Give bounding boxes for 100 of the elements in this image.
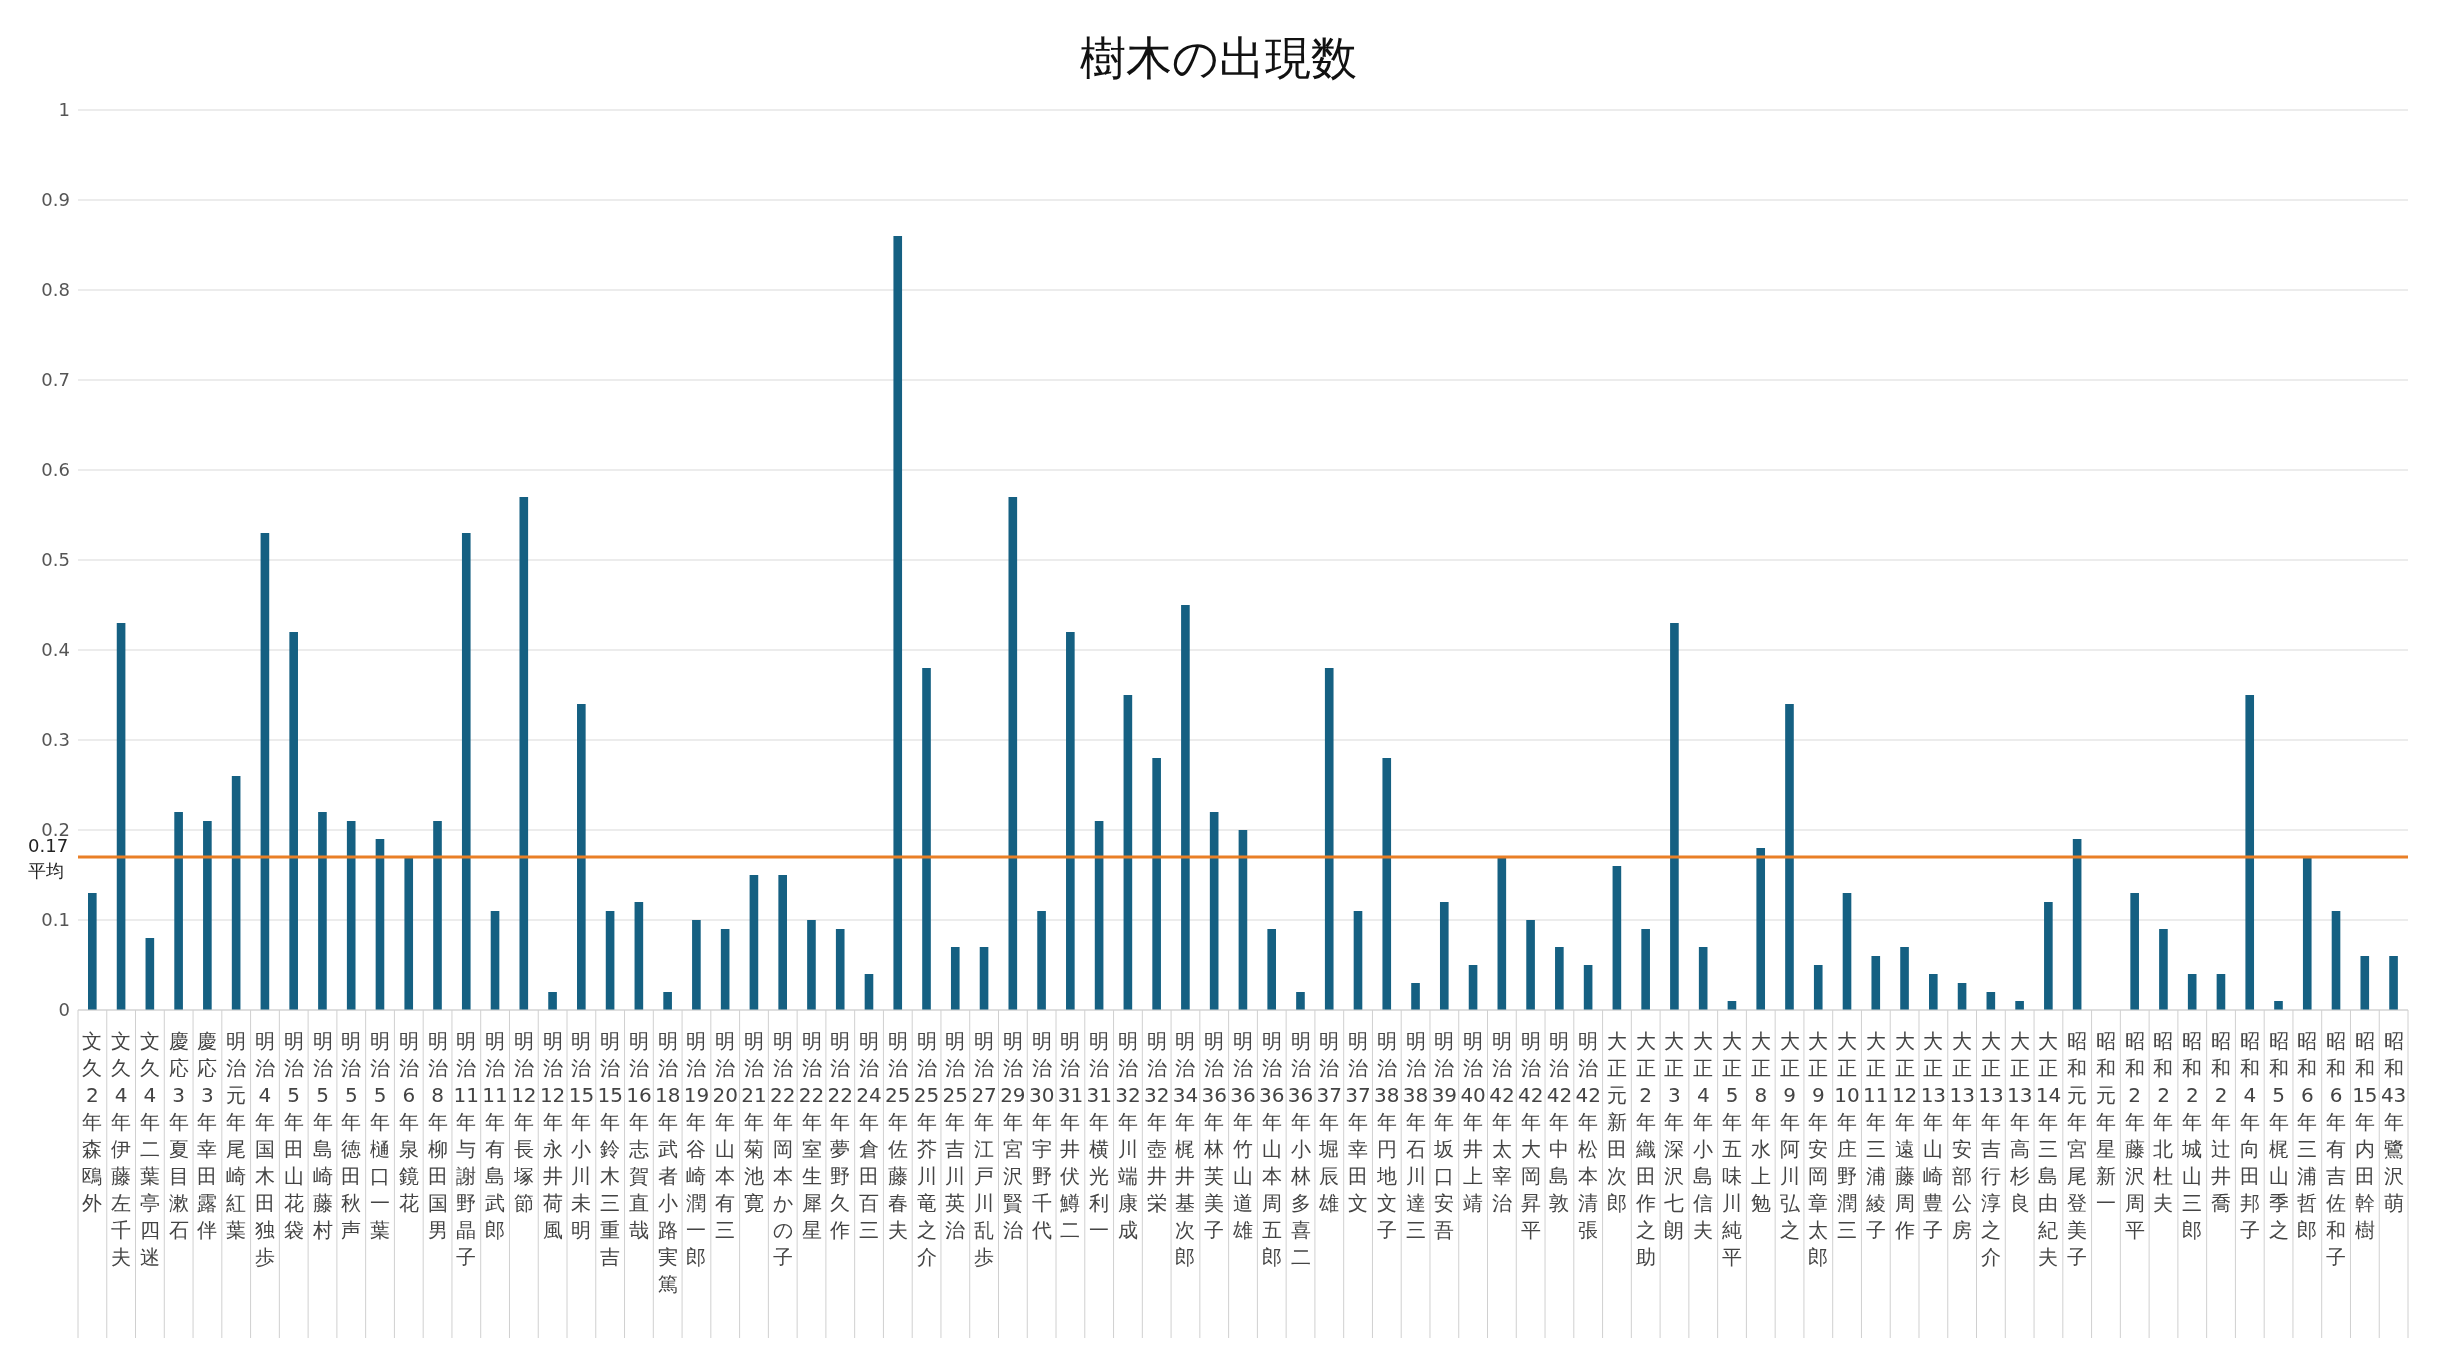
bar (1411, 983, 1420, 1010)
category-label: 大正5年五味川純平 (1722, 1029, 1743, 1269)
bar (404, 857, 414, 1010)
x-tick-label: 明治6年泉鏡花 (398, 1029, 419, 1215)
bar (1641, 929, 1650, 1010)
bar (519, 497, 529, 1010)
bar (605, 911, 615, 1010)
x-tick-label: 明治31年井伏鱒二 (1057, 1029, 1084, 1242)
bar (1698, 947, 1708, 1010)
bar (174, 812, 183, 1010)
x-tick-label: 昭和15年内田幹樹 (2352, 1029, 2378, 1242)
x-tick-label: 明治38年石川達三 (1402, 1029, 1429, 1242)
bar (749, 875, 759, 1010)
bar (548, 992, 557, 1010)
bar (289, 632, 298, 1010)
x-tick-label: 明治31年横光利一 (1086, 1029, 1112, 1242)
x-tick-label: 明治5年樋口一葉 (370, 1029, 391, 1242)
x-tick-label: 明治12年永井荷風 (539, 1029, 566, 1242)
x-tick-label: 大正9年阿川弘之 (1779, 1029, 1801, 1242)
x-tick-label: 明治32年壺井栄 (1143, 1029, 1170, 1215)
bar (1123, 695, 1133, 1010)
x-tick-label: 大正13年安部公房 (1949, 1029, 1975, 1242)
bar (2274, 1001, 2283, 1010)
bar (835, 929, 845, 1010)
category-label: 明治27年江戸川乱歩 (971, 1029, 997, 1269)
category-label: 大正13年吉行淳之介 (1978, 1029, 2004, 1269)
bar (979, 947, 989, 1010)
x-tick-label: 明治25年吉川英治 (942, 1029, 969, 1242)
x-tick-label: 明治20年山本有三 (712, 1029, 738, 1242)
x-tick-label: 明治元年尾崎紅葉 (226, 1029, 247, 1242)
bar (1497, 857, 1507, 1010)
x-tick-label: 明治15年小川未明 (568, 1029, 595, 1242)
bar (1900, 947, 1909, 1010)
bar (433, 821, 442, 1010)
bar (1928, 974, 1938, 1010)
x-tick-label: 明治22年夢野久作 (827, 1029, 854, 1242)
x-tick-label: 明治24年倉田百三 (856, 1029, 882, 1242)
x-tick-label: 明治36年竹山道雄 (1230, 1029, 1256, 1242)
x-tick-label: 明治21年菊池寛 (741, 1029, 767, 1215)
category-label: 明治36年山本周五郎 (1259, 1029, 1285, 1269)
bar (145, 938, 155, 1010)
x-tick-label: 昭和2年城山三郎 (2181, 1029, 2203, 1242)
bar (1238, 830, 1248, 1010)
bar (1468, 965, 1478, 1010)
x-tick-label: 明治11年有島武郎 (482, 1029, 508, 1242)
y-tick-label: 0 (58, 999, 70, 1021)
x-tick-label: 文久2年森鴎外 (82, 1029, 103, 1215)
bar (778, 875, 787, 1010)
x-tick-label: 大正元新田次郎 (1606, 1029, 1627, 1215)
bar (2159, 929, 2168, 1010)
bar (1555, 947, 1564, 1010)
bar (1066, 632, 1075, 1010)
bar (461, 533, 471, 1010)
bar (864, 974, 874, 1010)
bar (116, 623, 126, 1010)
x-tick-label: 明治32年川端康成 (1115, 1029, 1141, 1242)
bar (88, 893, 97, 1010)
y-tick-label: 0.8 (41, 279, 70, 301)
x-tick-label: 大正4年小島信夫 (1693, 1029, 1714, 1242)
x-tick-label: 明治5年徳田秋声 (341, 1029, 362, 1242)
chart-title: 樹木の出現数 (1078, 30, 1358, 87)
bar (260, 533, 270, 1010)
bar (2044, 902, 2053, 1010)
bar (231, 776, 241, 1010)
bar (1612, 866, 1622, 1010)
category-label: 明治18年武者小路実篤 (654, 1029, 681, 1296)
bar (2015, 1001, 2024, 1010)
x-tick-label: 明治12年長塚節 (511, 1029, 537, 1215)
bar (577, 704, 586, 1010)
bar (2130, 893, 2139, 1010)
category-label: 明治11年与謝野晶子 (453, 1029, 480, 1269)
category-label: 明治19年谷崎潤一郎 (683, 1029, 710, 1269)
bar (2302, 857, 2312, 1010)
x-tick-label: 昭和43年鷺沢萌 (2380, 1029, 2407, 1215)
x-tick-label: 明治40年井上靖 (1460, 1029, 1486, 1215)
x-tick-label: 明治42年大岡昇平 (1517, 1029, 1544, 1242)
bar (1209, 812, 1219, 1010)
y-tick-label: 0.3 (41, 729, 70, 751)
y-tick-label: 0.1 (41, 909, 70, 931)
x-tick-label: 昭和元年星新一 (2095, 1029, 2116, 1215)
y-tick-label: 0.9 (41, 189, 70, 211)
bar (634, 902, 644, 1010)
bar (490, 911, 500, 1010)
bar (2389, 956, 2398, 1010)
x-tick-label: 明治16年志賀直哉 (626, 1029, 652, 1242)
bar (1296, 992, 1305, 1010)
bar (807, 920, 816, 1010)
x-tick-label: 昭和2年辻井喬 (2211, 1029, 2232, 1215)
x-tick-label: 明治37年幸田文 (1345, 1029, 1371, 1215)
y-tick-label: 1 (58, 99, 70, 121)
bar (2187, 974, 2197, 1010)
x-tick-label: 明治22年室生犀星 (798, 1029, 825, 1242)
y-tick-label: 0.7 (41, 369, 70, 391)
x-tick-label: 大正8年水上勉 (1750, 1029, 1771, 1215)
bar (2245, 695, 2255, 1010)
bar (1382, 758, 1392, 1010)
text: 0.17 (28, 835, 69, 856)
bar (2216, 974, 2226, 1010)
category-label: 明治4年国木田独歩 (254, 1029, 275, 1269)
x-tick-label: 明治42年松本清張 (1575, 1029, 1601, 1242)
